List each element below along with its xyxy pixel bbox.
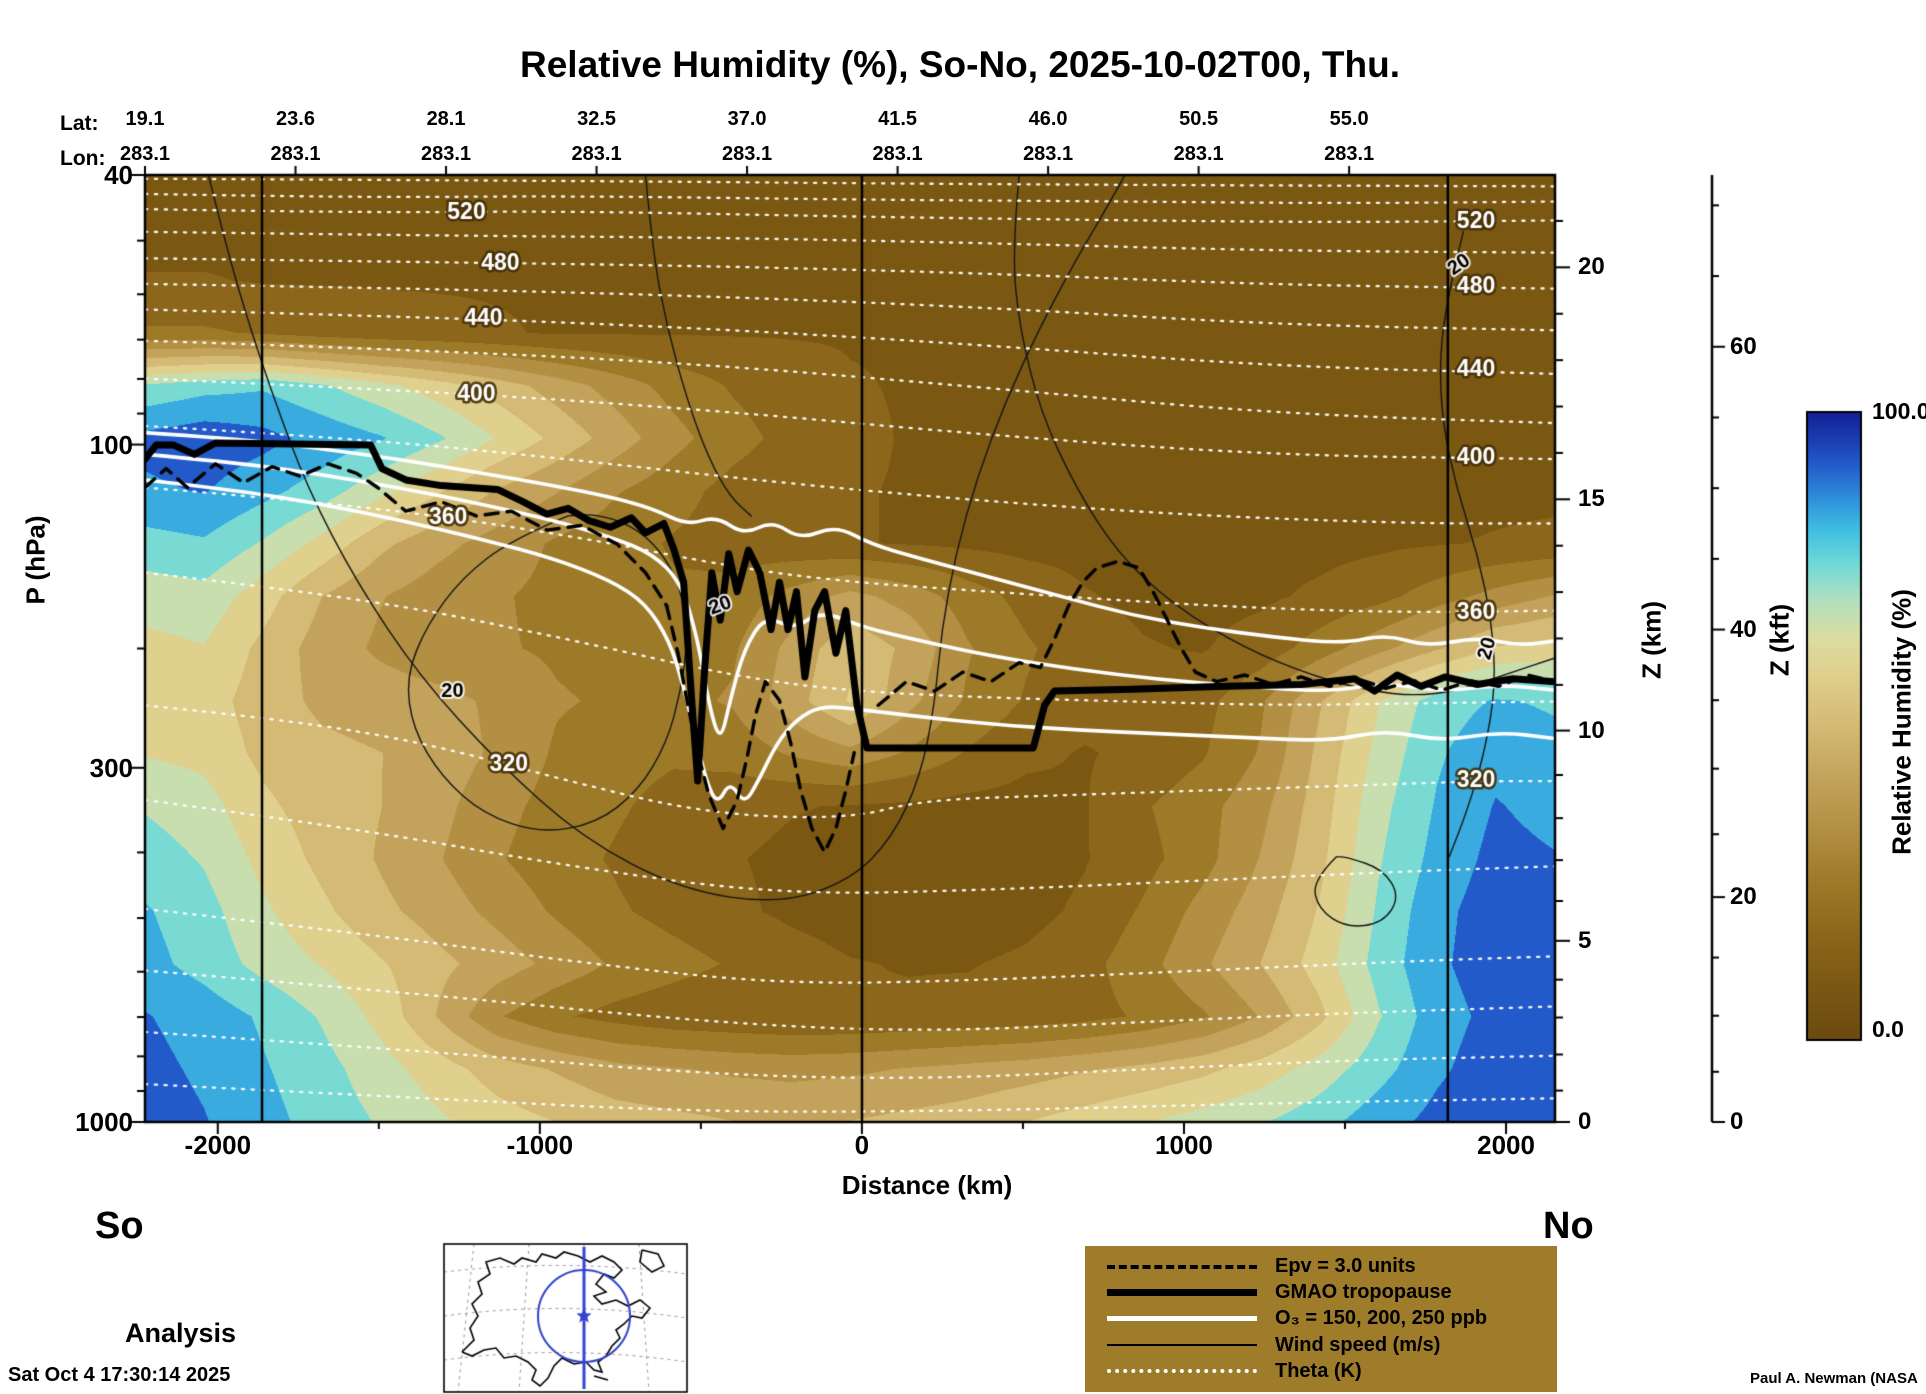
legend-item: Wind speed (m/s) (1085, 1334, 1557, 1357)
credit: Paul A. Newman (NASA (1750, 1370, 1918, 1387)
south-endpoint-label: So (95, 1205, 144, 1247)
lat-value: 28.1 (426, 108, 466, 130)
north-endpoint-label: No (1543, 1205, 1594, 1247)
colorbar-max-label: 100.0 (1872, 398, 1926, 424)
legend-item: O₃ = 150, 200, 250 ppb (1085, 1307, 1557, 1330)
zkm-axis-title: Z (km) (1636, 601, 1667, 679)
lon-value: 283.1 (722, 143, 773, 165)
legend-label-wind: Wind speed (m/s) (1275, 1333, 1441, 1356)
map-inset (444, 1244, 687, 1392)
lat-value: 55.0 (1329, 108, 1369, 130)
plot-area (145, 175, 1555, 1122)
y-axis-title: P (hPa) (20, 515, 51, 605)
x-axis-title: Distance (km) (841, 1170, 1013, 1200)
zkft-tick-label: 0 (1730, 1108, 1744, 1135)
lat-value: 37.0 (727, 108, 767, 130)
x-tick-label: -1000 (506, 1130, 574, 1160)
legend-label-tropopause: GMAO tropopause (1275, 1281, 1452, 1304)
colorbar-title: Relative Humidity (%) (1886, 589, 1917, 855)
lon-value: 283.1 (571, 143, 622, 165)
timestamp: Sat Oct 4 17:30:14 2025 (8, 1364, 231, 1386)
analysis-label: Analysis (125, 1318, 237, 1348)
p-tick-label: 1000 (75, 1107, 133, 1137)
x-tick-label: 0 (854, 1130, 870, 1160)
tropopause-line-sample (1107, 1289, 1257, 1297)
epv-line-sample (1107, 1264, 1257, 1269)
x-tick-label: 1000 (1155, 1130, 1213, 1160)
p-tick-label: 40 (104, 160, 133, 190)
p-tick-label: 300 (89, 752, 133, 783)
legend-item: Theta (K) (1085, 1360, 1557, 1383)
lon-value: 283.1 (1023, 143, 1074, 165)
zkft-axis-title: Z (kft) (1764, 603, 1795, 677)
lon-value: 283.1 (421, 143, 472, 165)
lat-value: 32.5 (577, 108, 617, 130)
zkft-tick-label: 60 (1730, 332, 1757, 360)
lat-value: 23.6 (276, 108, 315, 130)
lon-prefix: Lon: (60, 147, 106, 170)
x-tick-label: 2000 (1477, 1130, 1535, 1160)
lon-value: 283.1 (270, 143, 321, 165)
legend: Epv = 3.0 units GMAO tropopause O₃ = 150… (1085, 1246, 1557, 1392)
legend-label-ozone: O₃ = 150, 200, 250 ppb (1275, 1307, 1488, 1330)
theta-line-sample (1107, 1369, 1257, 1374)
zkm-tick-label: 10 (1578, 716, 1605, 744)
lon-value: 283.1 (872, 143, 923, 165)
lon-value: 283.1 (1173, 143, 1224, 165)
wind-line-sample (1107, 1344, 1257, 1347)
ozone-line-sample (1107, 1316, 1257, 1322)
lat-value: 41.5 (878, 108, 918, 130)
page-title: Relative Humidity (%), So-No, 2025-10-02… (520, 44, 1400, 85)
zkm-tick-label: 15 (1578, 485, 1605, 513)
lat-prefix: Lat: (60, 112, 99, 135)
zkm-tick-label: 20 (1578, 253, 1605, 281)
zkft-tick-label: 20 (1730, 883, 1757, 911)
lat-value: 46.0 (1028, 108, 1068, 130)
colorbar (1807, 412, 1861, 1040)
legend-label-theta: Theta (K) (1275, 1359, 1362, 1382)
legend-item: GMAO tropopause (1085, 1281, 1557, 1304)
zkm-tick-label: 5 (1578, 926, 1592, 954)
p-tick-label: 100 (89, 429, 133, 460)
zkm-tick-label: 0 (1578, 1108, 1592, 1135)
lat-value: 50.5 (1179, 108, 1219, 130)
lon-value: 283.1 (1324, 143, 1375, 165)
legend-label-epv: Epv = 3.0 units (1275, 1255, 1416, 1278)
zkft-tick-label: 40 (1730, 615, 1757, 643)
legend-item: Epv = 3.0 units (1085, 1255, 1557, 1278)
lat-value: 19.1 (125, 108, 165, 130)
colorbar-min-label: 0.0 (1872, 1016, 1904, 1042)
x-tick-label: -2000 (184, 1130, 252, 1160)
lon-value: 283.1 (119, 143, 171, 165)
